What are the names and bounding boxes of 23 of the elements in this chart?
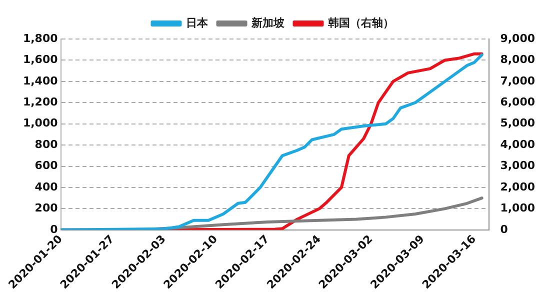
y-tick-label: 1,600: [22, 53, 58, 66]
y-tick-label: 800: [34, 138, 58, 151]
y2-tick-label: 3,000: [500, 159, 536, 172]
y-tick-label: 1,200: [22, 95, 58, 108]
legend-label: 日本: [186, 16, 209, 30]
y-tick-label: 1,800: [22, 32, 58, 45]
y-tick-label: 1,400: [22, 74, 58, 88]
legend-label: 新加坡: [250, 16, 286, 30]
y-tick-label: 200: [34, 202, 58, 215]
y2-tick-label: 7,000: [500, 74, 536, 88]
legend-label: 韩国（右轴）: [326, 16, 394, 30]
y2-tick-label: 8,000: [500, 53, 536, 66]
y2-tick-label: 9,000: [500, 32, 536, 45]
y2-tick-label: 1,000: [500, 202, 536, 215]
y-tick-label: 0: [50, 222, 58, 236]
y2-tick-label: 4,000: [500, 138, 536, 151]
y-tick-label: 600: [34, 159, 58, 172]
y2-tick-label: 0: [500, 222, 508, 236]
y-tick-label: 400: [34, 180, 58, 194]
y-tick-label: 1,000: [22, 116, 58, 130]
y2-tick-label: 5,000: [500, 116, 536, 130]
y2-tick-label: 6,000: [500, 95, 536, 108]
y2-tick-label: 2,000: [500, 180, 536, 194]
